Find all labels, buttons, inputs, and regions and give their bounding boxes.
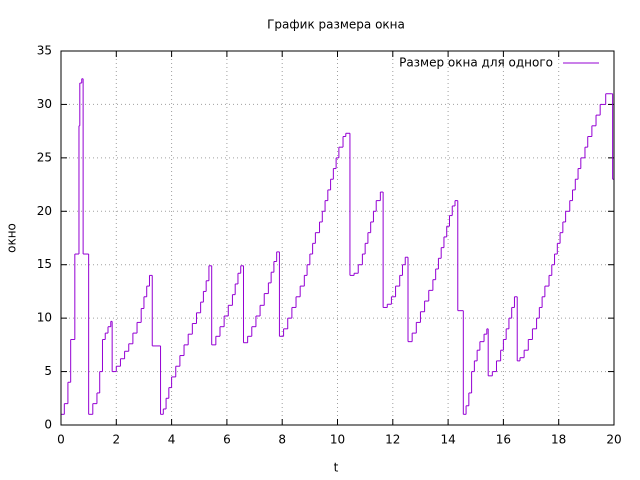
chart-title: График размера окна	[267, 18, 405, 32]
x-tick-label: 12	[385, 433, 400, 447]
x-tick-label: 0	[57, 433, 65, 447]
y-tick-label: 0	[44, 418, 52, 432]
y-tick-label: 25	[37, 150, 52, 164]
plot-frame	[60, 50, 615, 426]
step-riser	[63, 78, 615, 415]
y-tick-label: 15	[37, 257, 52, 271]
x-tick-label: 10	[330, 433, 345, 447]
x-tick-label: 4	[168, 433, 176, 447]
x-tick-label: 2	[112, 433, 120, 447]
x-tick-label: 14	[440, 433, 455, 447]
legend-label: Размер окна для одного	[399, 56, 553, 70]
y-axis-label: окно	[5, 223, 19, 253]
y-tick-label: 10	[37, 311, 52, 325]
x-tick-label: 6	[223, 433, 231, 447]
x-tick-label: 8	[278, 433, 286, 447]
y-tick-label: 5	[44, 364, 52, 378]
y-tick-label: 30	[37, 97, 52, 111]
x-tick-label: 20	[606, 433, 621, 447]
y-tick-label: 35	[37, 44, 52, 58]
plot-area	[60, 50, 615, 426]
x-tick-label: 16	[496, 433, 511, 447]
y-tick-label: 20	[37, 204, 52, 218]
x-tick-label: 18	[551, 433, 566, 447]
x-axis-label: t	[334, 461, 339, 475]
